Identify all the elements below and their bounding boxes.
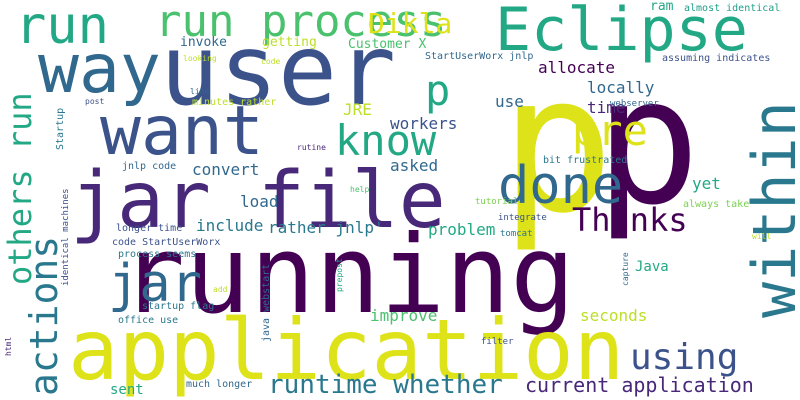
word-tomcat: tomcat	[500, 229, 533, 239]
word-assuming-indicates: assuming indicates	[662, 53, 771, 64]
word-improve: improve	[370, 306, 438, 325]
word-workers: workers	[390, 114, 458, 133]
word-code-startuserworx: code StartUserWorx	[112, 237, 221, 248]
word-filter: filter	[481, 337, 514, 347]
word-prepost: prepost	[335, 258, 344, 292]
word-p-2: p	[595, 41, 701, 244]
word-longer-time: longer time	[116, 223, 183, 234]
word-java-webstart: java webstart	[261, 263, 272, 342]
word-almost-identical: almost identical	[684, 3, 781, 14]
word-startup: Startup	[55, 107, 66, 150]
word-html: html	[4, 336, 13, 356]
word-will: will	[752, 232, 772, 241]
word-ram: ram	[650, 0, 674, 14]
word-integrate: integrate	[498, 213, 547, 223]
word-minutes-rather: minutes rather	[192, 97, 277, 108]
word-pre: pre	[572, 106, 648, 155]
word-process-seems: process seems	[118, 249, 197, 260]
word-code: code	[261, 57, 281, 66]
word-load: load	[240, 192, 279, 211]
word-sent: sent	[110, 382, 144, 398]
word-startup-flag: startup flag	[142, 301, 215, 312]
word-thanks: Thanks	[572, 201, 688, 239]
word-current-application: current application	[525, 373, 754, 397]
word-seconds: seconds	[580, 306, 648, 325]
word-capture: capture	[621, 252, 630, 286]
word-locally: locally	[587, 78, 655, 97]
word-convert: convert	[192, 160, 260, 179]
word-using: using	[630, 337, 739, 378]
word-user: user	[160, 14, 397, 128]
word-webserver: webserver	[610, 99, 659, 109]
word-within: within	[740, 101, 800, 318]
word-allocate: allocate	[538, 58, 616, 77]
word-jre: JRE	[343, 100, 372, 119]
word-done: done	[498, 156, 624, 216]
word-running: running	[120, 213, 576, 338]
word-startuserworx-jnlp: StartUserWorx jnlp	[425, 51, 534, 62]
word-dikla: Dikla	[368, 7, 453, 40]
word-runtime-whether: runtime whether	[268, 370, 503, 400]
word-others-run: others run	[1, 92, 39, 285]
word-rutine: rutine	[297, 143, 326, 152]
word-include: include	[196, 216, 264, 235]
word-yet: yet	[692, 174, 721, 193]
word-use: use	[495, 92, 524, 111]
word-p-1: p	[500, 34, 615, 255]
word-problem: problem	[428, 220, 496, 239]
word-jar-file: jar file	[70, 156, 446, 246]
word-help: help	[350, 185, 370, 194]
word-customer-x: Customer X	[348, 37, 427, 52]
word-time: time	[587, 98, 626, 117]
word-add: add	[213, 285, 228, 294]
word-way: way	[38, 30, 161, 109]
word-bit-frustrated: bit frustrated	[543, 155, 628, 166]
word-post: post	[85, 97, 105, 106]
word-know: know	[335, 116, 437, 165]
word-always-take: always take	[683, 199, 750, 210]
word-eclipse: Eclipse	[495, 0, 748, 65]
word-tutorial: tutorial	[475, 197, 519, 207]
word-rather-jnlp: rather jnlp'	[268, 218, 384, 237]
word-getting: getting	[262, 35, 317, 50]
word-looking: looking	[183, 54, 217, 63]
word-identical-machines: identical machines	[61, 188, 71, 286]
word-java: Java	[635, 259, 669, 275]
word-jar: jar	[108, 254, 202, 314]
word-jnlp-code: jnlp code	[122, 161, 177, 172]
word-want: want	[100, 92, 264, 171]
word-run: run	[15, 0, 109, 56]
word-asked: asked	[390, 156, 439, 175]
word-office-use: office use	[118, 315, 179, 326]
word-p-3: p	[425, 66, 451, 115]
word-invoke: invoke	[180, 35, 227, 50]
word-run-process: run process	[155, 0, 447, 47]
word-much-longer: much longer	[186, 379, 253, 390]
word-application: application	[68, 301, 625, 399]
word-line: line	[190, 87, 210, 96]
